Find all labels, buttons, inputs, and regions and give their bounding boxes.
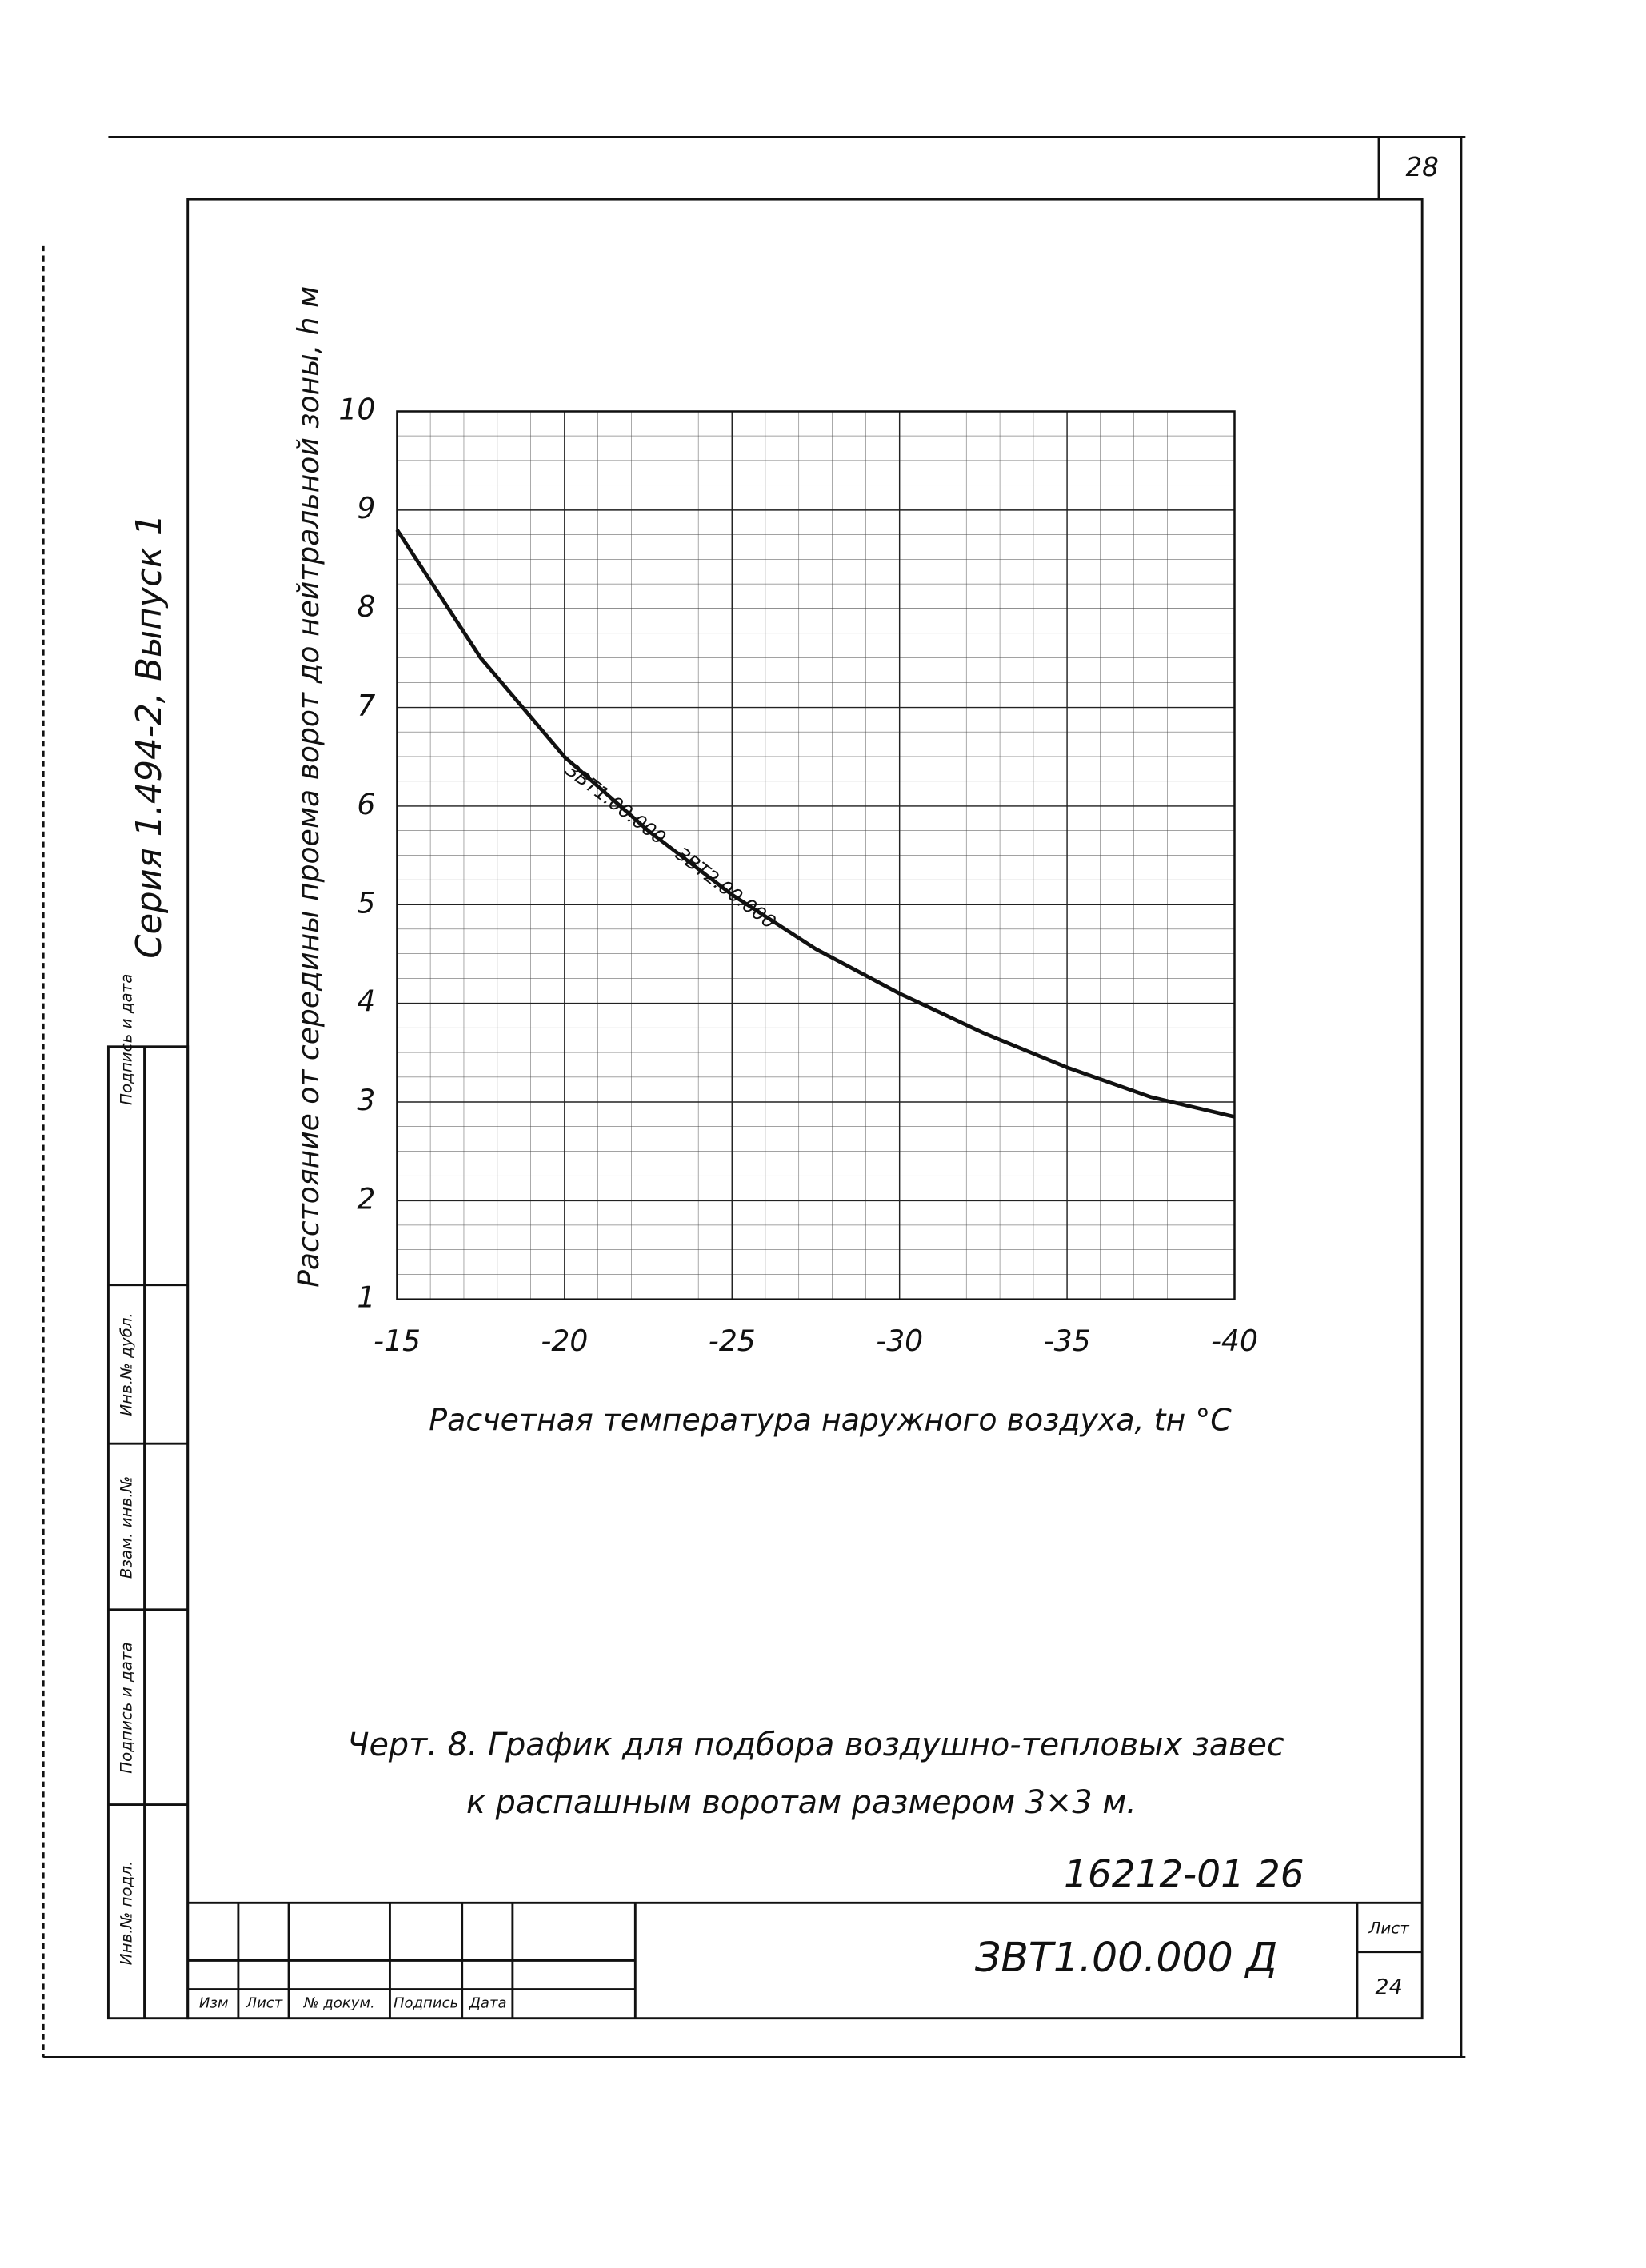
y-tick-label: 7 [357,689,375,723]
y-tick-label: 9 [357,491,375,525]
y-tick-label: 2 [357,1181,375,1216]
x-tick-label: -40 [1211,1324,1258,1358]
x-tick-label: -35 [1044,1324,1091,1358]
minor-grid [397,411,1235,1300]
plot-border [396,410,1236,1300]
stamp-column: № докум. [303,1995,375,2012]
side-stamp-label: Инв.№ подл. [117,1861,135,1966]
y-tick-label: 3 [357,1083,375,1117]
y-tick-label: 5 [357,885,375,920]
side-stamp-label: Инв.№ дубл. [117,1312,135,1416]
stamp-column: Лист [246,1995,283,2012]
x-axis-label: Расчетная температура наружного воздуха,… [429,1403,1232,1438]
stamp-column: Изм [199,1995,229,2012]
y-tick-label: 6 [357,787,375,821]
x-tick-label: -30 [876,1324,923,1358]
side-stamp-label: Подпись и дата [117,1642,135,1773]
x-tick-label: -20 [541,1324,588,1358]
series-title: Серия 1.494-2, Выпуск 1 [130,514,170,959]
caption-line: к распашным воротам размером 3×3 м. [466,1784,1137,1821]
side-stamp-label: Взам. инв.№ [117,1476,135,1579]
x-tick-label: -15 [374,1324,421,1358]
x-tick-label: -25 [709,1324,756,1358]
caption-line: Черт. 8. График для подбора воздушно-теп… [347,1727,1284,1763]
sheet-frame [42,136,1466,2058]
stamp-sheet-label: Лист [1368,1919,1410,1937]
y-axis-label: Расстояние от середины проема ворот до н… [291,286,326,1288]
stamp-sheet: 24 [1375,1975,1402,1999]
y-tick-label: 4 [357,984,375,1019]
y-tick-label: 1 [357,1280,375,1315]
stamp-designation: ЗВТ1.00.000 Д [975,1934,1278,1981]
side-stamp-label: Подпись и дата [117,974,135,1105]
stamp-column: Дата [469,1995,507,2012]
stamp-code: 16212-01 26 [1064,1852,1304,1896]
y-tick-label: 10 [338,392,375,426]
stamp-column: Подпись [394,1995,458,2012]
page-number: 28 [1405,152,1438,182]
curve [395,529,1236,1119]
y-tick-label: 8 [357,589,375,624]
